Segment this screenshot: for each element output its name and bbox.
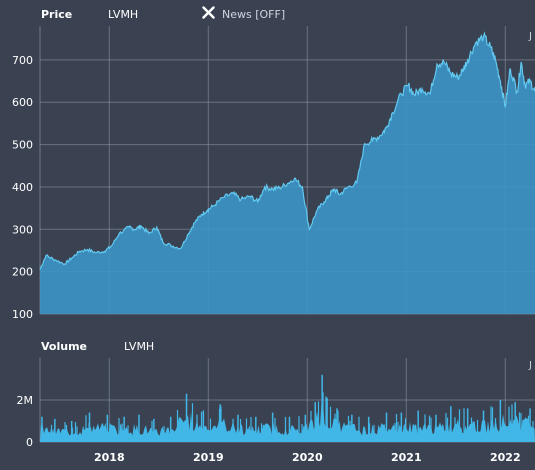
volume-panel-symbol: LVMH xyxy=(124,340,155,353)
x-tick-label: 2022 xyxy=(490,451,521,464)
price-line xyxy=(39,31,535,270)
price-y-tick-label: 300 xyxy=(12,223,33,236)
price-y-tick-label: 100 xyxy=(12,308,33,321)
x-tick-label: 2018 xyxy=(94,451,125,464)
price-y-tick-label: 600 xyxy=(12,96,33,109)
volume-panel-label: Volume xyxy=(41,340,87,353)
price-corner-mark: J xyxy=(529,31,532,42)
volume-area xyxy=(40,402,535,442)
price-y-tick-label: 700 xyxy=(12,54,33,67)
volume-y-tick-label: 2M xyxy=(17,394,34,407)
price-panel-label: Price xyxy=(41,8,73,21)
volume-corner-mark: J xyxy=(529,360,532,371)
news-toggle[interactable]: News [OFF] xyxy=(222,8,286,21)
price-panel-symbol: LVMH xyxy=(108,8,139,21)
x-tick-label: 2021 xyxy=(391,451,422,464)
price-y-tick-label: 400 xyxy=(12,181,33,194)
price-y-tick-label: 200 xyxy=(12,266,33,279)
x-tick-label: 2020 xyxy=(292,451,323,464)
volume-y-tick-label: 0 xyxy=(26,436,33,449)
close-icon[interactable] xyxy=(202,6,215,19)
x-tick-label: 2019 xyxy=(193,451,224,464)
price-y-tick-label: 500 xyxy=(12,139,33,152)
